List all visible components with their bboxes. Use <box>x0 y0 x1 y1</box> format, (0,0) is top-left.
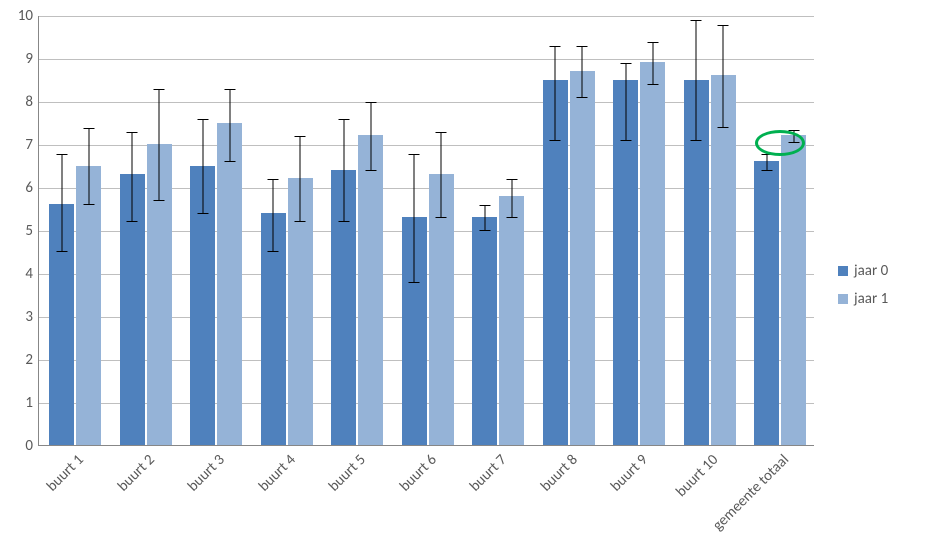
bar-jaar0-0 <box>49 204 74 445</box>
bar-jaar1-2 <box>217 123 242 446</box>
y-tick-label: 4 <box>25 265 33 283</box>
bars-layer <box>39 16 814 445</box>
bar-jaar0-10 <box>754 161 779 445</box>
bar-jaar1-1 <box>147 144 172 445</box>
bar-jaar1-0 <box>76 166 101 446</box>
bar-jaar0-6 <box>472 217 497 445</box>
legend: jaar 0 jaar 1 <box>838 262 888 308</box>
bar-jaar0-9 <box>684 80 709 446</box>
x-tick-label: buurt 7 <box>466 451 510 495</box>
bar-jaar0-3 <box>261 213 286 445</box>
y-tick-label: 5 <box>25 222 33 240</box>
y-tick-label: 6 <box>25 179 33 197</box>
legend-label-jaar0: jaar 0 <box>854 262 888 280</box>
y-tick-label: 9 <box>25 50 33 68</box>
x-tick-label: buurt 5 <box>325 451 369 495</box>
bar-jaar1-5 <box>429 174 454 445</box>
bar-jaar0-1 <box>120 174 145 445</box>
bar-jaar0-7 <box>543 80 568 446</box>
legend-swatch-jaar0 <box>838 266 848 276</box>
x-tick-label: buurt 4 <box>255 451 299 495</box>
legend-item-jaar0: jaar 0 <box>838 262 888 280</box>
y-tick-label: 1 <box>25 394 33 412</box>
bar-jaar0-4 <box>331 170 356 445</box>
y-tick-label: 3 <box>25 308 33 326</box>
x-tick-label: buurt 10 <box>672 451 722 501</box>
bar-jaar1-10 <box>781 135 806 445</box>
legend-label-jaar1: jaar 1 <box>854 290 888 308</box>
x-tick-label: buurt 6 <box>396 451 440 495</box>
x-tick-label: buurt 8 <box>537 451 581 495</box>
x-tick-label: buurt 3 <box>184 451 228 495</box>
y-tick-label: 8 <box>25 93 33 111</box>
bar-jaar1-6 <box>499 196 524 445</box>
bar-jaar0-8 <box>613 80 638 446</box>
bar-jaar1-8 <box>640 62 665 445</box>
y-tick-label: 2 <box>25 351 33 369</box>
bar-jaar1-4 <box>358 135 383 445</box>
legend-item-jaar1: jaar 1 <box>838 290 888 308</box>
bar-jaar0-5 <box>402 217 427 445</box>
bar-jaar1-9 <box>711 75 736 445</box>
bar-jaar1-7 <box>570 71 595 445</box>
x-tick-label: buurt 9 <box>608 451 652 495</box>
bar-jaar1-3 <box>288 178 313 445</box>
y-tick-label: 10 <box>18 7 33 25</box>
x-tick-label: buurt 1 <box>43 451 87 495</box>
chart-stage: 0 1 2 3 4 5 6 7 8 9 10 buurt 1 buurt 2 buurt 3 buurt 4… <box>0 0 949 559</box>
x-tick-label: buurt 2 <box>114 451 158 495</box>
legend-swatch-jaar1 <box>838 294 848 304</box>
y-tick-label: 7 <box>25 136 33 154</box>
y-tick-label: 0 <box>25 437 33 455</box>
bar-jaar0-2 <box>190 166 215 446</box>
plot-area: 012345678910buurt 1buurt 2buurt 3buurt 4… <box>38 16 814 446</box>
